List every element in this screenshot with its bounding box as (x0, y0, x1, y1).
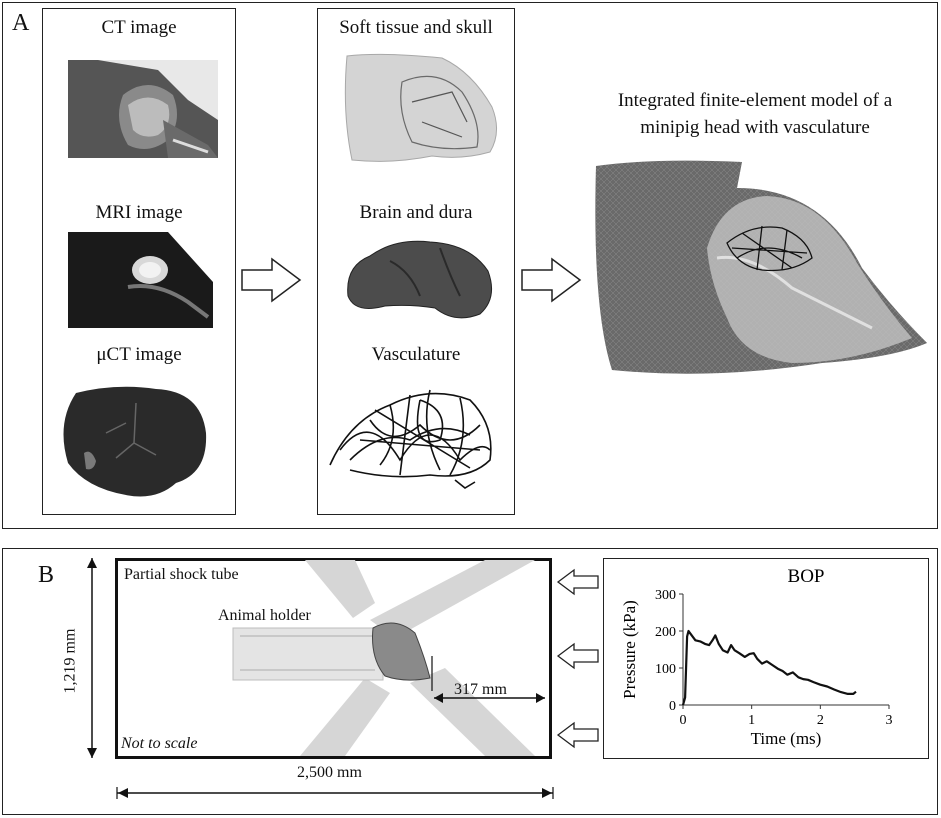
height-dimension (87, 558, 97, 758)
arrow-left-icon (556, 642, 599, 670)
x-tick-label: 1 (748, 713, 755, 728)
y-tick-label: 0 (669, 699, 676, 714)
arrow-right-icon (241, 257, 302, 303)
model-title-line1: Integrated finite-element model of a (617, 90, 893, 111)
width-dimension (116, 787, 554, 799)
distance-label: 317 mm (454, 681, 507, 698)
arrow-left-icon (556, 721, 599, 749)
imaging-box (42, 8, 236, 515)
height-label: 1,219 mm (61, 628, 79, 694)
series-line (681, 629, 857, 706)
x-tick-label: 2 (817, 713, 824, 728)
animal-holder-label: Animal holder (218, 607, 311, 624)
vasculature-label: Vasculature (371, 344, 461, 365)
mri-image-label: MRI image (95, 202, 183, 223)
panel-a (2, 2, 938, 529)
y-tick-label: 100 (655, 662, 676, 677)
y-tick-label: 200 (655, 625, 676, 640)
finite-element-model (595, 160, 927, 374)
arrow-right-icon (521, 257, 582, 303)
y-axis-label: Pressure (kPa) (620, 600, 639, 699)
components-box (317, 8, 515, 515)
x-tick-label: 3 (886, 713, 893, 728)
width-label: 2,500 mm (297, 764, 362, 781)
soft-tissue-skull-model (344, 53, 497, 162)
vasculature-model (329, 389, 492, 489)
panel-b-letter: B (38, 562, 55, 588)
panel-a-letter: A (12, 10, 30, 36)
brain-dura-model (347, 240, 493, 319)
x-tick-label: 0 (680, 713, 687, 728)
chart-title: BOP (788, 566, 825, 587)
bop-chart-box (603, 558, 929, 759)
shock-tube-label: Partial shock tube (124, 566, 239, 583)
y-tick-label: 300 (655, 588, 676, 603)
arrow-left-icon (556, 568, 599, 596)
panel-b (2, 548, 938, 815)
soft-tissue-label: Soft tissue and skull (339, 17, 493, 38)
model-title-line2: minipig head with vasculature (640, 117, 870, 138)
x-axis-label: Time (ms) (751, 729, 822, 748)
ct-image-label: CT image (101, 17, 177, 38)
shock-tube-diagram (115, 558, 552, 759)
mri-image (68, 232, 213, 328)
bop-chart: BOP 0 100 200 300 0 1 2 3 Time (ms) Pressure (kPa) (620, 566, 893, 748)
ct-image (68, 60, 218, 158)
not-to-scale-note: Not to scale (121, 735, 198, 752)
brain-dura-label: Brain and dura (359, 202, 473, 223)
uct-image-label: μCT image (96, 344, 182, 365)
uct-image (63, 386, 207, 497)
